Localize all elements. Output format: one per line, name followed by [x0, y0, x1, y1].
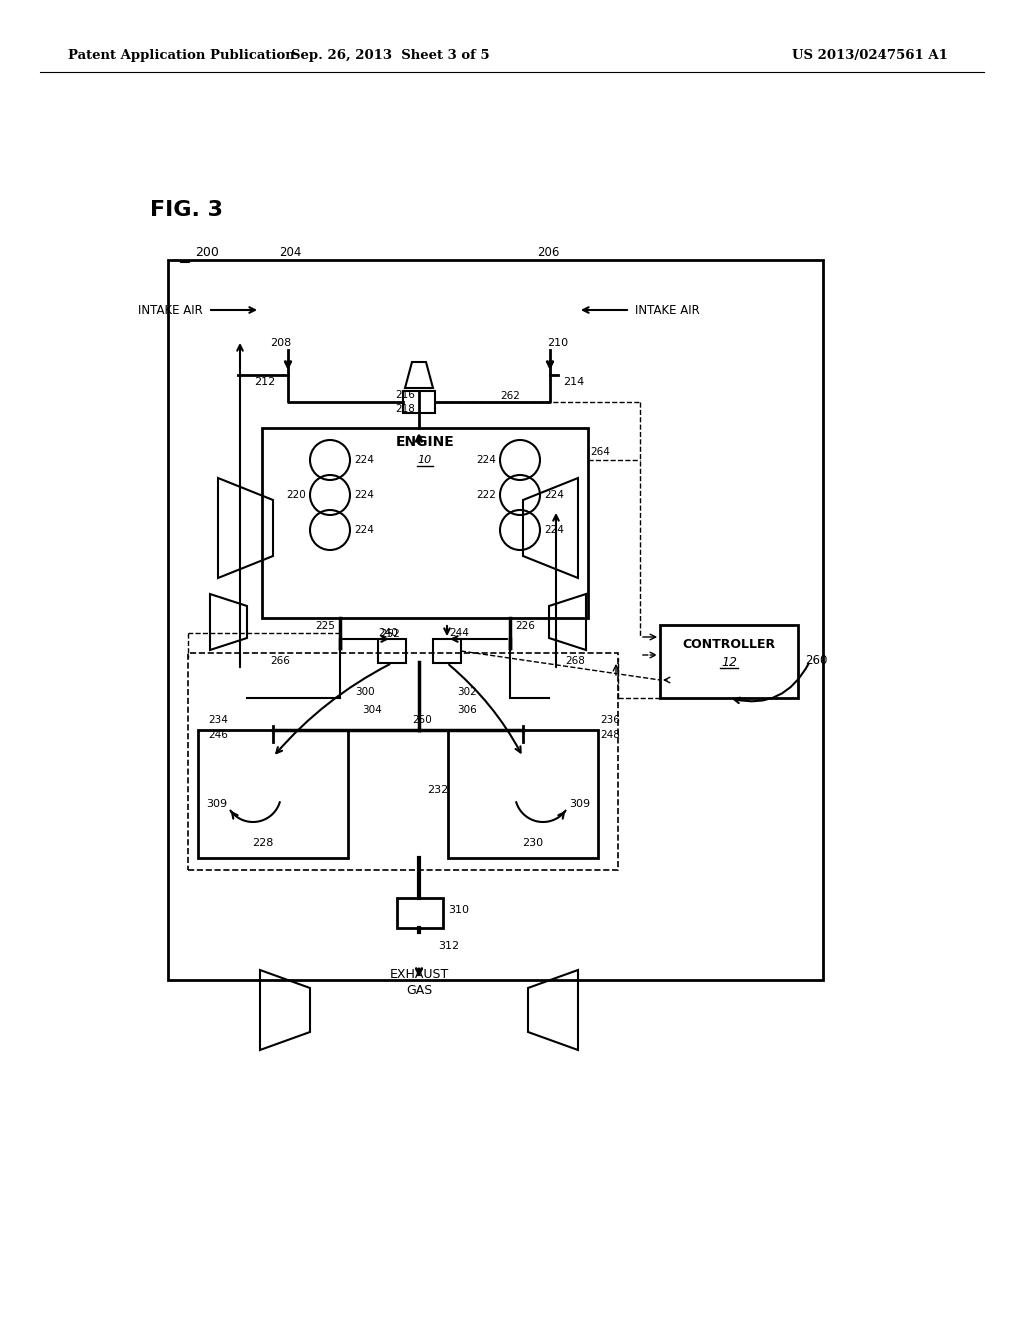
Text: 220: 220: [287, 490, 306, 500]
Text: 250: 250: [412, 715, 432, 725]
Text: 222: 222: [476, 490, 496, 500]
Text: 200: 200: [195, 246, 219, 259]
Text: 306: 306: [457, 705, 477, 715]
Text: CONTROLLER: CONTROLLER: [682, 639, 775, 652]
Text: 309: 309: [569, 799, 590, 809]
Text: 310: 310: [449, 906, 469, 915]
Text: 224: 224: [544, 490, 564, 500]
Text: 224: 224: [354, 490, 374, 500]
Text: 302: 302: [457, 686, 477, 697]
Text: 10: 10: [418, 455, 432, 465]
Text: 304: 304: [362, 705, 382, 715]
Text: 228: 228: [252, 838, 273, 847]
Bar: [262, 428, 588, 618]
Text: 212: 212: [254, 378, 275, 387]
Text: 230: 230: [522, 838, 544, 847]
Bar: [660, 624, 798, 698]
Text: 248: 248: [600, 730, 620, 741]
Text: 240: 240: [378, 628, 398, 638]
Text: 309: 309: [206, 799, 227, 809]
Text: Patent Application Publication: Patent Application Publication: [68, 49, 295, 62]
Text: Sep. 26, 2013  Sheet 3 of 5: Sep. 26, 2013 Sheet 3 of 5: [291, 49, 489, 62]
Text: 216: 216: [395, 389, 415, 400]
Text: 225: 225: [315, 620, 335, 631]
Text: 232: 232: [427, 785, 449, 795]
Text: GAS: GAS: [406, 983, 432, 997]
Text: 224: 224: [354, 525, 374, 535]
Text: 266: 266: [270, 656, 290, 667]
Text: 246: 246: [208, 730, 228, 741]
Text: 300: 300: [355, 686, 375, 697]
Text: 236: 236: [600, 715, 620, 725]
Text: ENGINE: ENGINE: [395, 436, 455, 449]
Text: INTAKE AIR: INTAKE AIR: [138, 304, 203, 317]
Text: 224: 224: [354, 455, 374, 465]
Bar: [403, 391, 435, 413]
Text: 234: 234: [208, 715, 228, 725]
Text: INTAKE AIR: INTAKE AIR: [635, 304, 699, 317]
Text: 224: 224: [476, 455, 496, 465]
Bar: [449, 730, 598, 858]
Text: 226: 226: [515, 620, 535, 631]
Text: 218: 218: [395, 404, 415, 414]
Text: FIG. 3: FIG. 3: [150, 201, 223, 220]
Text: 208: 208: [270, 338, 291, 348]
Text: 206: 206: [537, 246, 559, 259]
Text: 204: 204: [279, 246, 301, 259]
Text: 244: 244: [449, 628, 469, 638]
Text: 214: 214: [563, 378, 585, 387]
Text: 252: 252: [380, 630, 400, 639]
Text: 264: 264: [590, 447, 610, 457]
Bar: [397, 898, 443, 928]
Text: 262: 262: [500, 391, 520, 401]
Bar: [188, 653, 618, 870]
Text: US 2013/0247561 A1: US 2013/0247561 A1: [792, 49, 948, 62]
Text: 210: 210: [547, 338, 568, 348]
Bar: [198, 730, 348, 858]
Bar: [378, 639, 406, 663]
Text: EXHAUST: EXHAUST: [389, 969, 449, 982]
Bar: [433, 639, 461, 663]
Text: 312: 312: [438, 941, 459, 950]
Text: 224: 224: [544, 525, 564, 535]
Text: 268: 268: [565, 656, 585, 667]
Bar: [168, 260, 823, 979]
Text: 260: 260: [805, 653, 827, 667]
Text: 12: 12: [721, 656, 737, 669]
